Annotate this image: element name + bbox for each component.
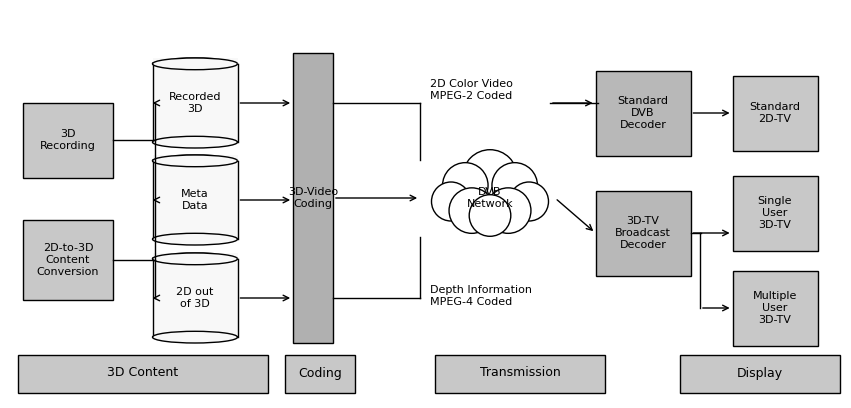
Text: 2D-to-3D
Content
Conversion: 2D-to-3D Content Conversion bbox=[37, 244, 100, 277]
Text: Meta
Data: Meta Data bbox=[181, 189, 208, 211]
Ellipse shape bbox=[152, 331, 237, 343]
Bar bbox=[435, 355, 605, 393]
Bar bbox=[596, 191, 690, 275]
Bar bbox=[152, 253, 237, 259]
Text: Single
User
3D-TV: Single User 3D-TV bbox=[757, 196, 792, 230]
Text: Standard
DVB
Decoder: Standard DVB Decoder bbox=[618, 96, 669, 130]
Circle shape bbox=[431, 182, 471, 221]
Bar bbox=[152, 64, 237, 142]
Bar bbox=[23, 220, 113, 300]
Bar bbox=[680, 355, 840, 393]
Bar bbox=[596, 71, 690, 155]
Text: 2D out
of 3D: 2D out of 3D bbox=[176, 287, 214, 309]
Ellipse shape bbox=[152, 136, 237, 148]
Bar bbox=[152, 155, 237, 161]
Bar bbox=[733, 75, 818, 151]
Text: 3D Content: 3D Content bbox=[107, 366, 179, 379]
Bar bbox=[293, 53, 333, 343]
Bar bbox=[18, 355, 268, 393]
Text: Transmission: Transmission bbox=[480, 366, 560, 379]
Circle shape bbox=[492, 163, 538, 208]
Text: Depth Information
MPEG-4 Coded: Depth Information MPEG-4 Coded bbox=[430, 285, 532, 307]
Text: 2D Color Video
MPEG-2 Coded: 2D Color Video MPEG-2 Coded bbox=[430, 79, 513, 101]
Circle shape bbox=[485, 188, 531, 233]
Ellipse shape bbox=[152, 58, 237, 70]
Text: Standard
2D-TV: Standard 2D-TV bbox=[750, 102, 801, 124]
Circle shape bbox=[463, 150, 517, 204]
Bar bbox=[285, 355, 355, 393]
Bar bbox=[733, 175, 818, 251]
Ellipse shape bbox=[152, 253, 237, 265]
Bar bbox=[23, 102, 113, 177]
Text: Coding: Coding bbox=[298, 366, 342, 379]
Text: Display: Display bbox=[737, 366, 783, 379]
Bar bbox=[152, 58, 237, 64]
Text: 3D-Video
Coding: 3D-Video Coding bbox=[288, 187, 338, 209]
Circle shape bbox=[469, 195, 511, 236]
Ellipse shape bbox=[152, 155, 237, 167]
Text: Recorded
3D: Recorded 3D bbox=[168, 92, 221, 114]
Text: DVB
Network: DVB Network bbox=[466, 187, 513, 209]
Text: 3D-TV
Broadcast
Decoder: 3D-TV Broadcast Decoder bbox=[615, 216, 671, 250]
Ellipse shape bbox=[152, 233, 237, 245]
Text: Multiple
User
3D-TV: Multiple User 3D-TV bbox=[753, 291, 797, 325]
Ellipse shape bbox=[442, 163, 539, 233]
Bar bbox=[733, 271, 818, 346]
Circle shape bbox=[510, 182, 549, 221]
Bar bbox=[152, 161, 237, 239]
Circle shape bbox=[449, 188, 494, 233]
Text: 3D
Recording: 3D Recording bbox=[40, 129, 96, 151]
Circle shape bbox=[443, 163, 488, 208]
Bar bbox=[152, 259, 237, 337]
